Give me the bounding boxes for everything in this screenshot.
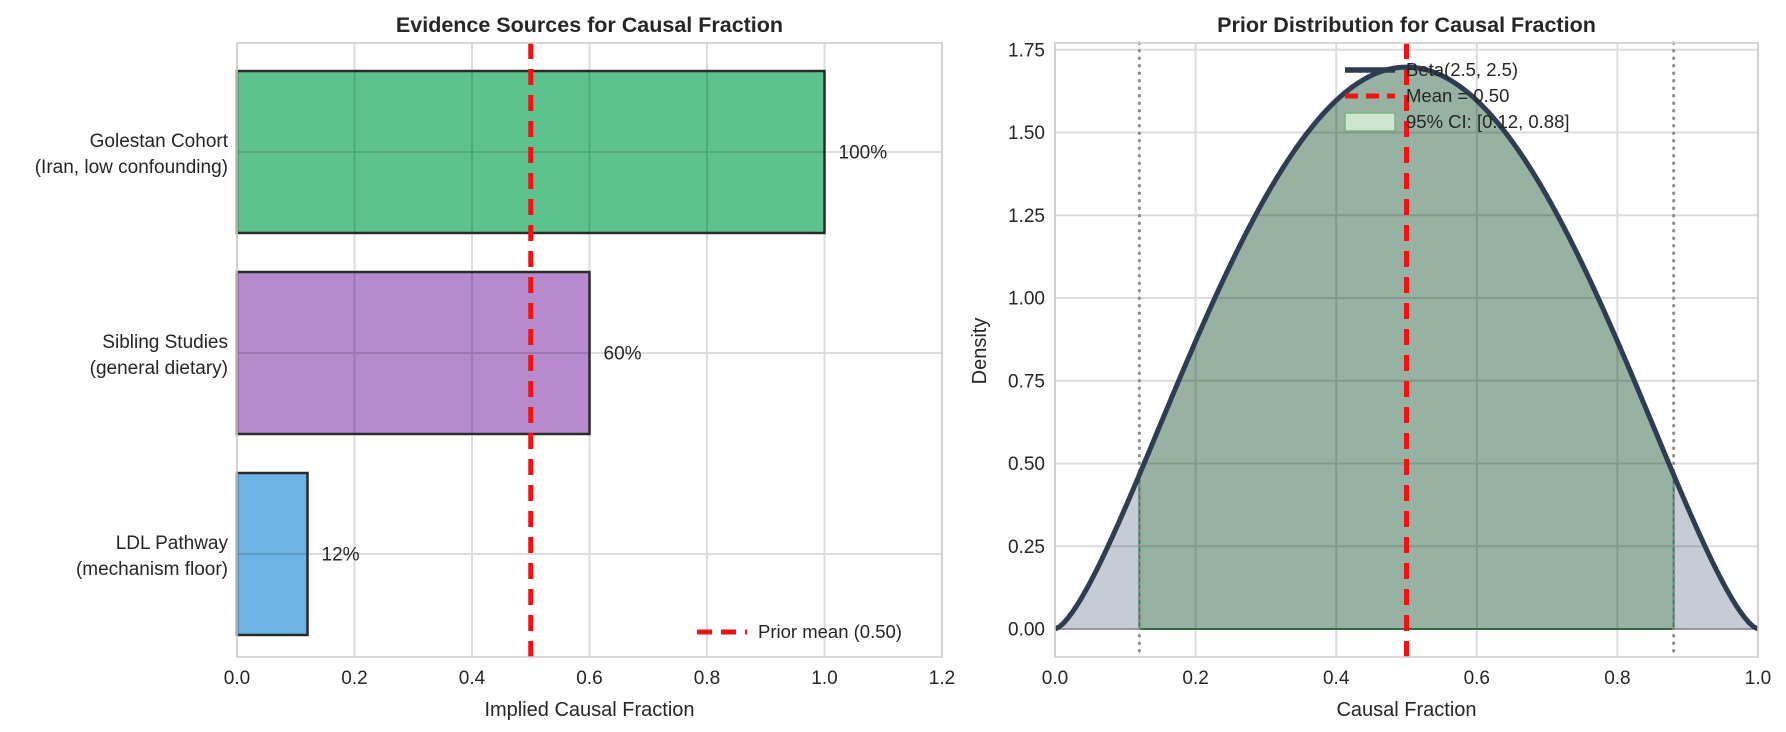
y-tick-label: 1.00 — [1008, 289, 1045, 310]
axes-border — [1054, 42, 1759, 658]
category-tick-line: (general dietary) — [90, 358, 228, 379]
x-tick-label: 1.0 — [811, 668, 837, 689]
right-legend: Beta(2.5, 2.5) Mean = 0.50 95% CI: [0.12, … — [1344, 59, 1570, 132]
x-tick-label: 1.2 — [929, 668, 955, 689]
evidence-bar-chart: Evidence Sources for Causal Fraction Gole… — [35, 13, 955, 721]
prior-distribution-chart: Prior Distribution for Causal Fraction 0.… — [969, 13, 1771, 721]
x-tick-label: 0.4 — [459, 668, 486, 689]
y-tick-label: 0.50 — [1008, 454, 1045, 475]
axes-border — [236, 42, 943, 658]
density-curve — [1053, 64, 1760, 632]
x-tick-label: 0.8 — [1604, 668, 1630, 689]
x-tick-label: 1.0 — [1745, 668, 1771, 689]
left-legend: Prior mean (0.50) — [697, 621, 902, 642]
y-tick-label: 1.50 — [1008, 123, 1045, 144]
category-tick-line: (mechanism floor) — [76, 559, 228, 580]
x-tick-label: 0.6 — [576, 668, 602, 689]
category-tick-line: LDL Pathway — [116, 533, 229, 554]
category-tick-label: LDL Pathway (mechanism floor) — [76, 533, 229, 580]
category-tick-line: (Iran, low confounding) — [35, 157, 228, 178]
category-tick-line: Sibling Studies — [102, 332, 228, 353]
x-axis-label: Implied Causal Fraction — [484, 699, 694, 721]
bar-value-label: 12% — [322, 545, 360, 566]
y-tick-label: 1.25 — [1008, 206, 1045, 227]
x-axis-label: Causal Fraction — [1336, 699, 1476, 721]
x-tick-label: 0.0 — [1042, 668, 1068, 689]
y-tick-label: 0.75 — [1008, 371, 1045, 392]
y-axis-label: Density — [969, 318, 991, 385]
y-tick-label: 0.25 — [1008, 537, 1045, 558]
legend-label: Prior mean (0.50) — [758, 621, 902, 642]
x-tick-label: 0.6 — [1464, 668, 1490, 689]
x-tick-label: 0.8 — [694, 668, 720, 689]
right-chart-title: Prior Distribution for Causal Fraction — [1217, 13, 1596, 37]
category-tick-line: Golestan Cohort — [90, 131, 229, 152]
x-tick-label: 0.2 — [341, 668, 367, 689]
left-chart-title: Evidence Sources for Causal Fraction — [396, 13, 783, 37]
bar-value-label: 60% — [604, 344, 642, 365]
x-tick-label: 0.4 — [1323, 668, 1350, 689]
y-tick-label: 1.75 — [1008, 40, 1045, 61]
category-tick-label: Golestan Cohort (Iran, low confounding) — [35, 131, 229, 178]
category-tick-label: Sibling Studies (general dietary) — [90, 332, 228, 379]
legend-label: Mean = 0.50 — [1406, 85, 1509, 106]
legend-patch-sample — [1344, 112, 1396, 132]
y-tick-label: 0.00 — [1008, 620, 1045, 641]
legend-label: Beta(2.5, 2.5) — [1406, 59, 1518, 80]
x-tick-label: 0.2 — [1182, 668, 1208, 689]
bar-value-label: 100% — [839, 143, 888, 164]
x-tick-label: 0.0 — [224, 668, 250, 689]
legend-label: 95% CI: [0.12, 0.88] — [1406, 111, 1570, 132]
